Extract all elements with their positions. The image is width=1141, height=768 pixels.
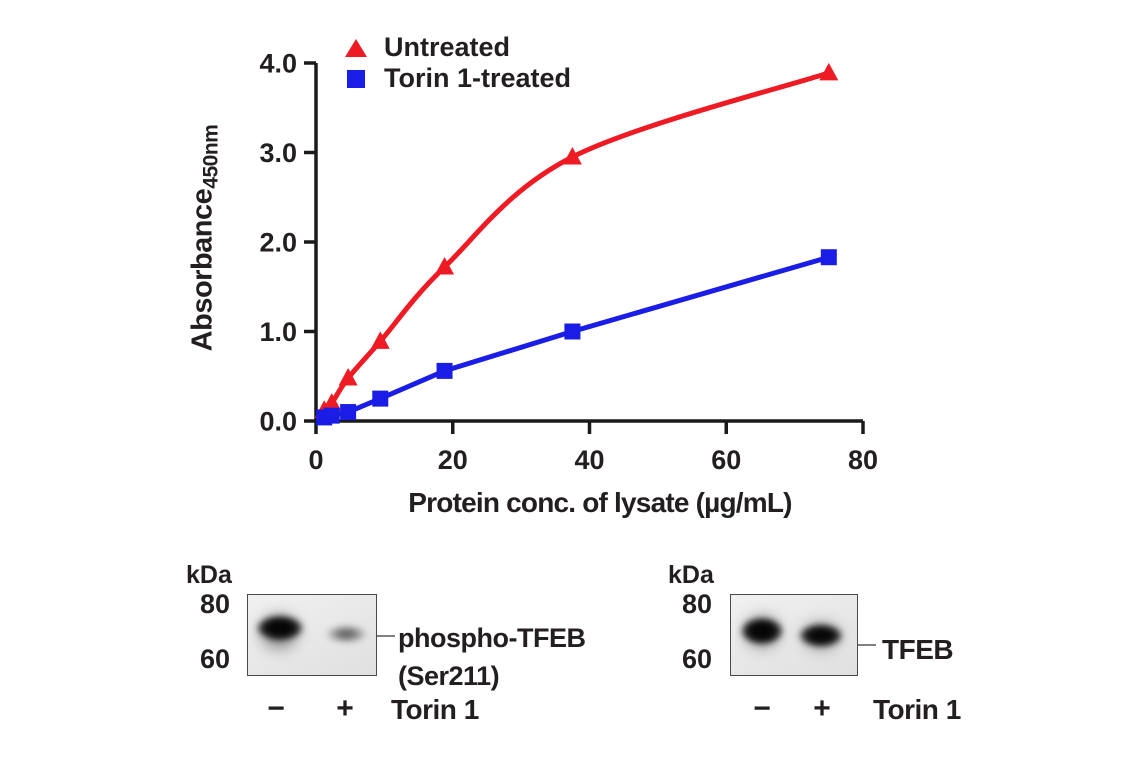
square-marker-icon	[343, 69, 369, 89]
y-axis-title-text: Absorbance	[186, 188, 219, 352]
blot-band-lane1	[249, 611, 311, 645]
lane2-plus-sign: +	[336, 692, 354, 725]
band-pointer-line	[377, 635, 395, 637]
tfeb-blot-panel: kDa 80 60 TFEB − + Torin 1	[660, 556, 1130, 741]
blot-band-lane2	[318, 621, 375, 647]
chart-legend: Untreated Torin 1-treated	[343, 32, 571, 94]
svg-text:4.0: 4.0	[259, 49, 297, 79]
mw-marker-60: 60	[199, 644, 230, 674]
svg-text:2.0: 2.0	[259, 228, 297, 258]
legend-label-untreated: Untreated	[384, 32, 511, 62]
svg-text:1.0: 1.0	[259, 317, 297, 347]
blot-target-label: phospho-TFEB (Ser211)	[398, 619, 586, 695]
triangle-marker-icon	[343, 38, 369, 58]
svg-text:0.0: 0.0	[259, 407, 297, 437]
lane2-plus-sign: +	[813, 692, 831, 725]
western-blot-film	[730, 594, 858, 676]
blot-target-label-line1: TFEB	[882, 634, 954, 665]
treatment-label: Torin 1	[391, 694, 479, 725]
blot-band-lane1	[734, 613, 790, 649]
legend-row-untreated: Untreated	[343, 32, 571, 63]
blot-band-lane2	[792, 620, 850, 651]
x-axis-title: Protein conc. of lysate (µg/mL)	[408, 487, 792, 518]
elisa-line-chart: 0.0 1.0 2.0 3.0 4.0 0 20 40 60 80	[259, 49, 878, 476]
lane1-minus-sign: −	[753, 692, 771, 725]
svg-text:40: 40	[574, 445, 604, 475]
y-axis-title-subscript: 450nm	[199, 124, 223, 189]
western-blot-film	[247, 594, 377, 676]
legend-row-torin: Torin 1-treated	[343, 63, 571, 94]
svg-text:20: 20	[438, 445, 468, 475]
svg-text:80: 80	[848, 445, 878, 475]
mw-marker-80: 80	[199, 589, 230, 619]
treatment-label: Torin 1	[873, 694, 961, 725]
kda-unit-label: kDa	[668, 561, 714, 589]
mw-marker-60: 60	[681, 644, 712, 674]
blot-target-label-line2: (Ser211)	[398, 661, 500, 691]
mw-marker-80: 80	[681, 589, 712, 619]
phospho-tfeb-blot-panel: kDa 80 60 phospho-TFEB (Ser211) − + Tori…	[178, 556, 648, 741]
svg-text:3.0: 3.0	[259, 138, 297, 168]
legend-label-torin-treated: Torin 1-treated	[384, 63, 572, 93]
kda-unit-label: kDa	[186, 561, 232, 589]
svg-text:60: 60	[711, 445, 741, 475]
blot-target-label-line1: phospho-TFEB	[398, 623, 586, 653]
y-axis-title: Absorbance450nm	[187, 125, 224, 352]
band-pointer-line	[858, 644, 876, 646]
svg-text:0: 0	[308, 445, 323, 475]
lane1-minus-sign: −	[267, 692, 285, 725]
blot-target-label: TFEB	[882, 631, 954, 669]
